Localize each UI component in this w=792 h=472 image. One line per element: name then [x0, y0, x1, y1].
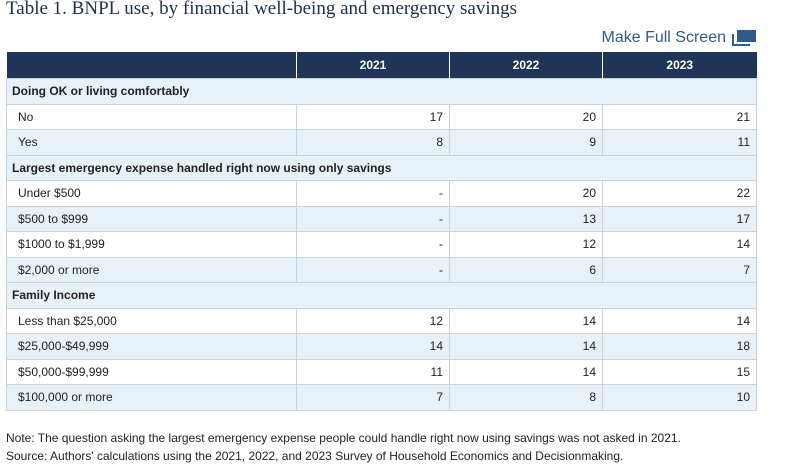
column-header: 2022: [449, 52, 603, 79]
table-header-row: 2021 2022 2023: [6, 52, 757, 79]
table-cell: 14: [449, 307, 603, 334]
table-cell: 11: [602, 129, 757, 156]
table-cell: 22: [602, 180, 757, 207]
section-header-row: Largest emergency expense handled right …: [6, 154, 757, 181]
table-footnote: Note: The question asking the largest em…: [6, 429, 681, 465]
source-text: Source: Authors' calculations using the …: [6, 449, 624, 463]
make-full-screen-label: Make Full Screen: [601, 29, 727, 46]
row-label: $50,000-$99,999: [6, 358, 297, 385]
table-cell: -: [296, 256, 450, 283]
table-row: $100,000 or more 7 8 10: [6, 384, 757, 411]
table-row: Less than $25,000 12 14 14: [6, 307, 757, 334]
table-row: $500 to $999-13 17: [6, 205, 757, 232]
row-label: $500 to $999: [6, 205, 297, 232]
table-row: $50,000-$99,999 11 14 15: [6, 358, 757, 385]
table-cell: 15: [602, 358, 757, 385]
table-row: $1000 to $1,999-12 14: [6, 231, 757, 258]
table-cell: 14: [296, 333, 450, 360]
table-cell: -: [296, 205, 450, 232]
table-cell: 8: [449, 384, 603, 411]
column-header: 2023: [602, 52, 757, 79]
table-cell: 14: [449, 358, 603, 385]
page-title: Table 1. BNPL use, by financial well-bei…: [6, 0, 518, 19]
table-cell: 12: [449, 231, 603, 258]
table-cell: -: [296, 231, 450, 258]
table-cell: 10: [602, 384, 757, 411]
row-label: $100,000 or more: [6, 384, 297, 411]
section-header-row: Doing OK or living comfortably: [6, 78, 757, 105]
table-cell: 14: [449, 333, 603, 360]
table-cell: -: [296, 180, 450, 207]
row-label: $25,000-$49,999: [6, 333, 297, 360]
make-full-screen-button[interactable]: Make Full Screen: [601, 29, 756, 47]
row-label: No: [6, 103, 297, 130]
table-cell: 7: [296, 384, 450, 411]
table-cell: 9: [449, 129, 603, 156]
fullscreen-icon: [732, 30, 756, 46]
table-cell: 20: [449, 103, 603, 130]
note-text: Note: The question asking the largest em…: [6, 431, 681, 445]
table-cell: 6: [449, 256, 603, 283]
section-label: Largest emergency expense handled right …: [6, 154, 757, 181]
table-cell: 11: [296, 358, 450, 385]
bnpl-table: 2021 2022 2023 Doing OK or living comfor…: [6, 52, 757, 411]
row-label: Less than $25,000: [6, 307, 297, 334]
table-cell: 14: [602, 307, 757, 334]
table-cell: 13: [449, 205, 603, 232]
table-row: $25,000-$49,999 14 14 18: [6, 333, 757, 360]
table-cell: 7: [602, 256, 757, 283]
table-cell: 17: [296, 103, 450, 130]
row-label: Yes: [6, 129, 297, 156]
section-label: Family Income: [6, 282, 757, 309]
row-label: Under $500: [6, 180, 297, 207]
table-row: No 17 20 21: [6, 103, 757, 130]
table-cell: 8: [296, 129, 450, 156]
table-cell: 12: [296, 307, 450, 334]
table-cell: 18: [602, 333, 757, 360]
table-cell: 14: [602, 231, 757, 258]
table-cell: 20: [449, 180, 603, 207]
table-row: Under $500-20 22: [6, 180, 757, 207]
column-header: [6, 52, 297, 79]
table-row: Yes 8 9 11: [6, 129, 757, 156]
row-label: $1000 to $1,999: [6, 231, 297, 258]
section-header-row: Family Income: [6, 282, 757, 309]
section-label: Doing OK or living comfortably: [6, 78, 757, 105]
table-body: Doing OK or living comfortably No 17 20 21 Ye…: [6, 78, 757, 411]
row-label: $2,000 or more: [6, 256, 297, 283]
table-cell: 17: [602, 205, 757, 232]
column-header: 2021: [296, 52, 450, 79]
table-row: $2,000 or more -6 7: [6, 256, 757, 283]
table-cell: 21: [602, 103, 757, 130]
